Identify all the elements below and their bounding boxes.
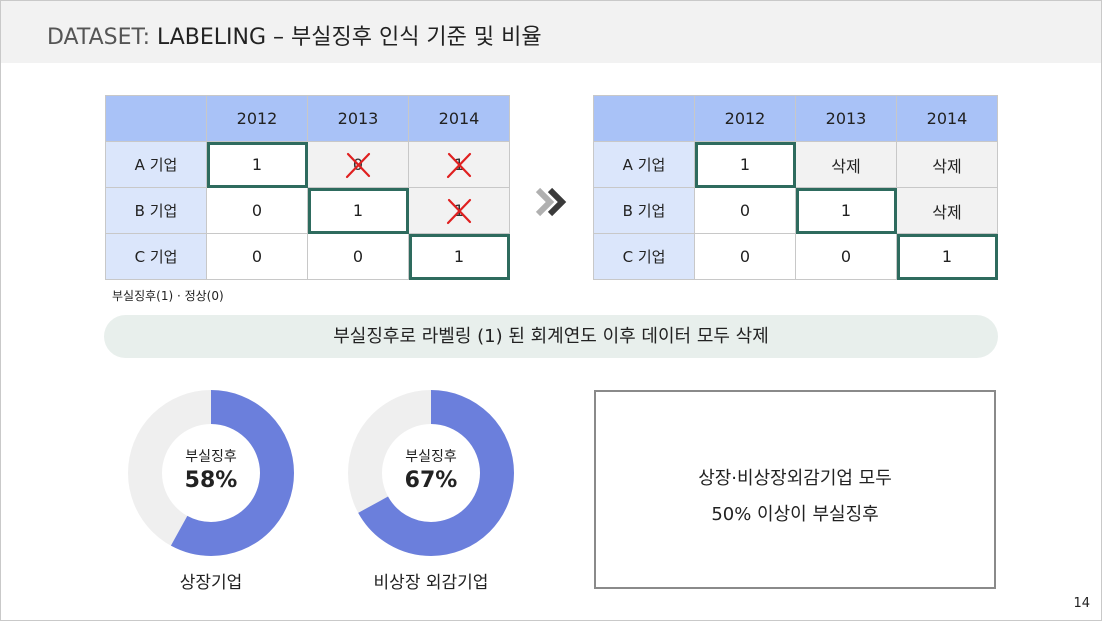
donut-value: 58% bbox=[184, 468, 238, 493]
page-title-lead: DATASET: bbox=[47, 25, 157, 50]
table-row: B 기업 0 1 삭제 bbox=[593, 187, 998, 234]
table-corner-cell bbox=[105, 95, 207, 142]
right-labeling-table: 2012 2013 2014 A 기업 1 삭제 삭제 B 기업 0 1 삭제 … bbox=[593, 95, 998, 280]
donut-caption-listed: 상장기업 bbox=[179, 573, 243, 593]
column-header-2013: 2013 bbox=[307, 95, 409, 142]
column-header-2012: 2012 bbox=[694, 95, 796, 142]
donut-arc bbox=[128, 390, 294, 556]
table-cell: 1 bbox=[206, 141, 308, 188]
donut-arc bbox=[348, 390, 514, 556]
delete-x-icon bbox=[444, 150, 474, 180]
page-title-main: LABELING – 부실징후 인식 기준 및 비율 bbox=[156, 25, 542, 50]
table-cell-deleted: 삭제 bbox=[896, 141, 998, 188]
table-corner-cell bbox=[593, 95, 695, 142]
donut-unlisted: 부실징후 67% bbox=[346, 388, 516, 558]
table-row: A 기업 1 0 1 bbox=[105, 141, 510, 188]
donut-listed: 부실징후 58% bbox=[126, 388, 296, 558]
donut-label: 부실징후 bbox=[185, 449, 237, 465]
row-label-b: B 기업 bbox=[593, 187, 695, 234]
table-row: A 기업 1 삭제 삭제 bbox=[593, 141, 998, 188]
summary-box: 상장·비상장외감기업 모두 50% 이상이 부실징후 bbox=[594, 390, 996, 589]
table-row: B 기업 0 1 1 bbox=[105, 187, 510, 234]
legend-note: 부실징후(1) · 정상(0) bbox=[112, 289, 224, 303]
donut-value: 67% bbox=[404, 468, 458, 493]
row-label-c: C 기업 bbox=[593, 233, 695, 280]
table-header-row: 2012 2013 2014 bbox=[105, 95, 510, 142]
summary-line: 50% 이상이 부실징후 bbox=[711, 504, 879, 525]
table-row: C 기업 0 0 1 bbox=[593, 233, 998, 280]
table-cell: 0 bbox=[694, 187, 796, 234]
table-cell: 1 bbox=[307, 187, 409, 234]
table-cell: 1 bbox=[408, 233, 510, 280]
row-label-c: C 기업 bbox=[105, 233, 207, 280]
table-cell: 1 bbox=[896, 233, 998, 280]
page-title: DATASET: LABELING – 부실징후 인식 기준 및 비율 bbox=[47, 19, 542, 51]
table-cell: 0 bbox=[694, 233, 796, 280]
row-label-a: A 기업 bbox=[593, 141, 695, 188]
rule-banner: 부실징후로 라벨링 (1) 된 회계연도 이후 데이터 모두 삭제 bbox=[104, 315, 998, 358]
row-label-a: A 기업 bbox=[105, 141, 207, 188]
table-cell-crossed: 1 bbox=[408, 141, 510, 188]
chevron-right-icon bbox=[534, 186, 570, 218]
table-cell: 1 bbox=[694, 141, 796, 188]
delete-x-icon bbox=[343, 150, 373, 180]
page-number: 14 bbox=[1073, 596, 1090, 611]
table-header-row: 2012 2013 2014 bbox=[593, 95, 998, 142]
table-row: C 기업 0 0 1 bbox=[105, 233, 510, 280]
table-cell-deleted: 삭제 bbox=[896, 187, 998, 234]
table-cell: 1 bbox=[795, 187, 897, 234]
donut-caption-unlisted: 비상장 외감기업 bbox=[373, 573, 489, 593]
table-cell: 0 bbox=[206, 233, 308, 280]
table-cell: 0 bbox=[795, 233, 897, 280]
header-band: DATASET: LABELING – 부실징후 인식 기준 및 비율 bbox=[1, 1, 1101, 63]
row-label-b: B 기업 bbox=[105, 187, 207, 234]
table-cell-deleted: 삭제 bbox=[795, 141, 897, 188]
column-header-2014: 2014 bbox=[896, 95, 998, 142]
delete-x-icon bbox=[444, 196, 474, 226]
table-cell-crossed: 1 bbox=[408, 187, 510, 234]
column-header-2012: 2012 bbox=[206, 95, 308, 142]
summary-line: 상장·비상장외감기업 모두 bbox=[698, 468, 892, 489]
donut-label: 부실징후 bbox=[405, 449, 457, 465]
table-cell-crossed: 0 bbox=[307, 141, 409, 188]
table-cell: 0 bbox=[307, 233, 409, 280]
left-labeling-table: 2012 2013 2014 A 기업 1 0 1 B 기업 0 1 1 C 기… bbox=[105, 95, 510, 280]
column-header-2013: 2013 bbox=[795, 95, 897, 142]
column-header-2014: 2014 bbox=[408, 95, 510, 142]
table-cell: 0 bbox=[206, 187, 308, 234]
